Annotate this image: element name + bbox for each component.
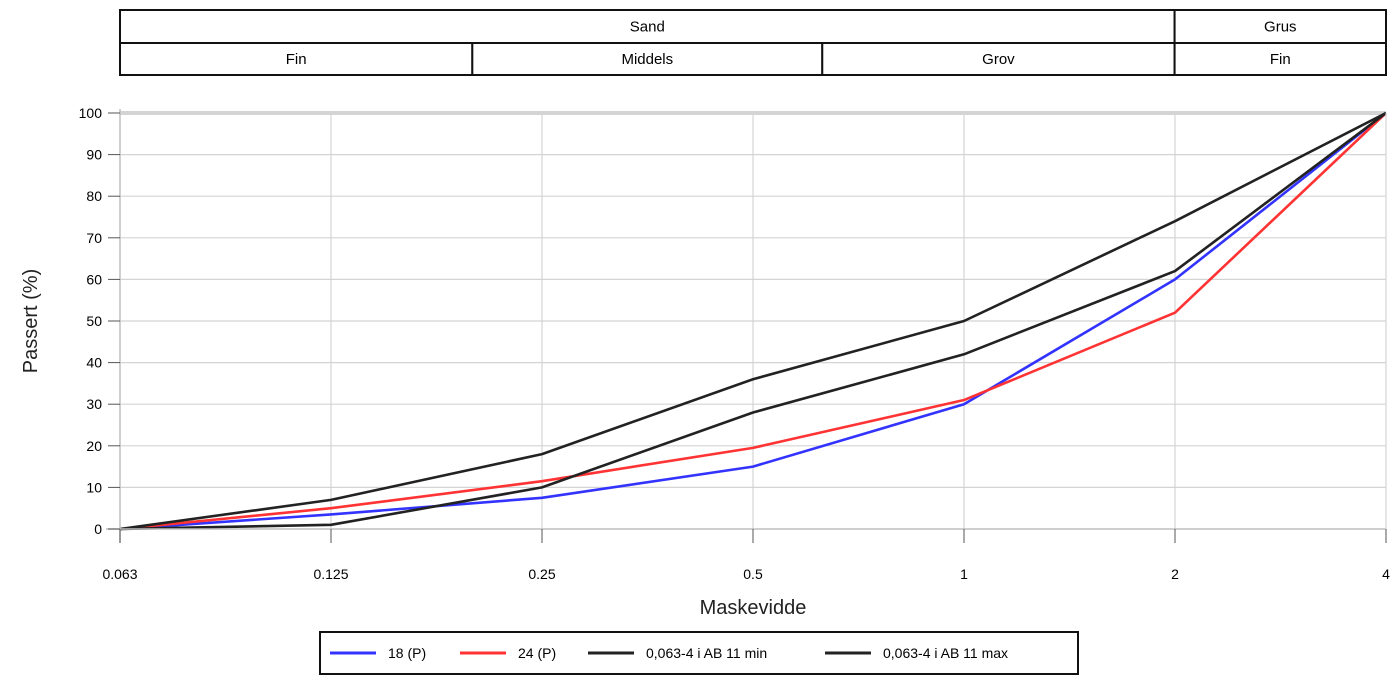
plot-area [119, 111, 1387, 531]
x-tick-label: 4 [1382, 566, 1390, 582]
y-tick-label: 60 [86, 271, 102, 287]
y-tick-label: 0 [94, 521, 102, 537]
series-line-2 [119, 112, 1387, 531]
y-tick-label: 90 [86, 147, 102, 163]
x-tick-label: 0.5 [743, 566, 763, 582]
axes [106, 109, 1387, 543]
class-cell [821, 42, 1176, 76]
legend-label: 18 (P) [388, 645, 426, 661]
class-cell [119, 42, 474, 76]
series-lines [119, 111, 1387, 531]
legend: 18 (P) 24 (P) 0,063-4 i AB 11 min 0,063-4 i… [319, 631, 1079, 675]
class-cell [1173, 42, 1388, 76]
series-line-3 [119, 111, 1387, 531]
class-label: Middels [621, 51, 673, 68]
y-tick-label: 50 [86, 313, 102, 329]
class-label: Sand [630, 19, 665, 36]
x-tick-label: 0.25 [528, 566, 555, 582]
x-tick-label: 1 [960, 566, 968, 582]
x-tick-label: 0.063 [102, 566, 137, 582]
y-tick-label: 80 [86, 188, 102, 204]
legend-label: 0,063-4 i AB 11 max [883, 645, 1008, 661]
y-tick-label: 10 [86, 479, 102, 495]
y-axis-ticks: 0 10 20 30 40 50 60 70 80 90 100 [79, 105, 120, 537]
x-tick-label: 0.125 [313, 566, 348, 582]
grain-size-classification-table: Sand Grus Fin Middels Grov Fin [119, 9, 1388, 76]
x-tick-label: 2 [1171, 566, 1179, 582]
x-axis-title: Maskevidde [700, 597, 807, 619]
x-axis-ticks: 0.063 0.125 0.25 0.5 1 2 4 [102, 529, 1390, 582]
legend-box [319, 631, 1079, 675]
y-axis-title: Passert (%) [20, 269, 42, 373]
y-tick-label: 30 [86, 396, 102, 412]
vertical-gridlines [330, 113, 1176, 529]
y-tick-label: 20 [86, 438, 102, 454]
class-label: Grus [1264, 19, 1297, 36]
class-cell [119, 9, 1176, 44]
legend-label: 24 (P) [518, 645, 556, 661]
y-tick-label: 100 [79, 105, 103, 121]
series-line-1 [119, 111, 1387, 531]
y-tick-label: 70 [86, 230, 102, 246]
series-line-4 [119, 111, 1387, 531]
class-label: Fin [286, 51, 307, 68]
class-label: Fin [1270, 51, 1291, 68]
class-label: Grov [982, 51, 1015, 68]
legend-label: 0,063-4 i AB 11 min [646, 645, 767, 661]
y-tick-label: 40 [86, 355, 102, 371]
